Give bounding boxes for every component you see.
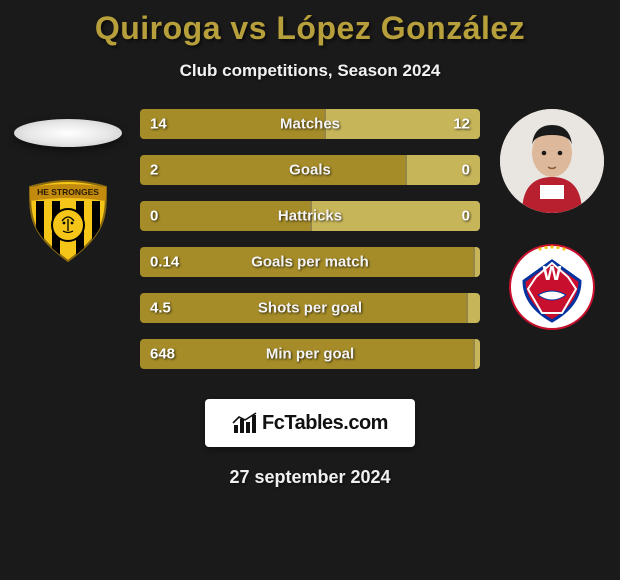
svg-text:W: W	[543, 263, 562, 285]
club-left-badge: HE STRONGES	[18, 177, 118, 265]
chart-icon	[232, 411, 258, 435]
stat-row: Matches 14 12	[140, 109, 480, 139]
stat-label: Matches	[280, 116, 340, 133]
stat-value-right: 12	[453, 116, 470, 133]
bar-left-fill	[140, 155, 405, 185]
stat-value-left: 14	[150, 116, 167, 133]
stat-value-left: 4.5	[150, 300, 171, 317]
stat-value-left: 0.14	[150, 254, 179, 271]
stat-label: Goals	[289, 162, 331, 179]
stat-value-left: 0	[150, 208, 158, 225]
stat-value-right: 0	[462, 208, 470, 225]
stat-row: Hattricks 0 0	[140, 201, 480, 231]
bar-divider	[466, 293, 468, 323]
bar-right-fill	[466, 293, 480, 323]
player-left-avatar	[14, 119, 122, 147]
bar-divider	[473, 339, 475, 369]
bar-divider	[473, 247, 475, 277]
stats-bars: Matches 14 12 Goals 2 0 Hattricks 0 0 Goals per m…	[140, 109, 480, 369]
left-column: HE STRONGES	[8, 109, 128, 265]
footer-brand-text: FcTables.com	[262, 412, 388, 435]
subtitle: Club competitions, Season 2024	[0, 61, 620, 81]
stat-value-left: 2	[150, 162, 158, 179]
right-column: W	[492, 109, 612, 331]
svg-text:HE STRONGES: HE STRONGES	[37, 187, 99, 197]
stat-row: Min per goal 648	[140, 339, 480, 369]
bar-divider	[405, 155, 407, 185]
player-left-name: Quiroga	[95, 10, 221, 46]
stat-label: Min per goal	[266, 346, 354, 363]
comparison-card: Quiroga vs López González Club competiti…	[0, 0, 620, 580]
club-right-badge: W	[502, 243, 602, 331]
stat-label: Shots per goal	[258, 300, 362, 317]
stat-row: Shots per goal 4.5	[140, 293, 480, 323]
stat-row: Goals 2 0	[140, 155, 480, 185]
stat-row: Goals per match 0.14	[140, 247, 480, 277]
footer-brand-badge: FcTables.com	[205, 399, 415, 447]
page-title: Quiroga vs López González	[0, 10, 620, 47]
stat-label: Goals per match	[251, 254, 369, 271]
stat-label: Hattricks	[278, 208, 342, 225]
stat-value-left: 648	[150, 346, 175, 363]
stat-value-right: 0	[462, 162, 470, 179]
vs-text: vs	[230, 10, 267, 46]
footer-date: 27 september 2024	[0, 467, 620, 488]
player-right-avatar	[500, 109, 604, 213]
player-right-name: López González	[276, 10, 525, 46]
content-area: HE STRONGES	[0, 109, 620, 488]
